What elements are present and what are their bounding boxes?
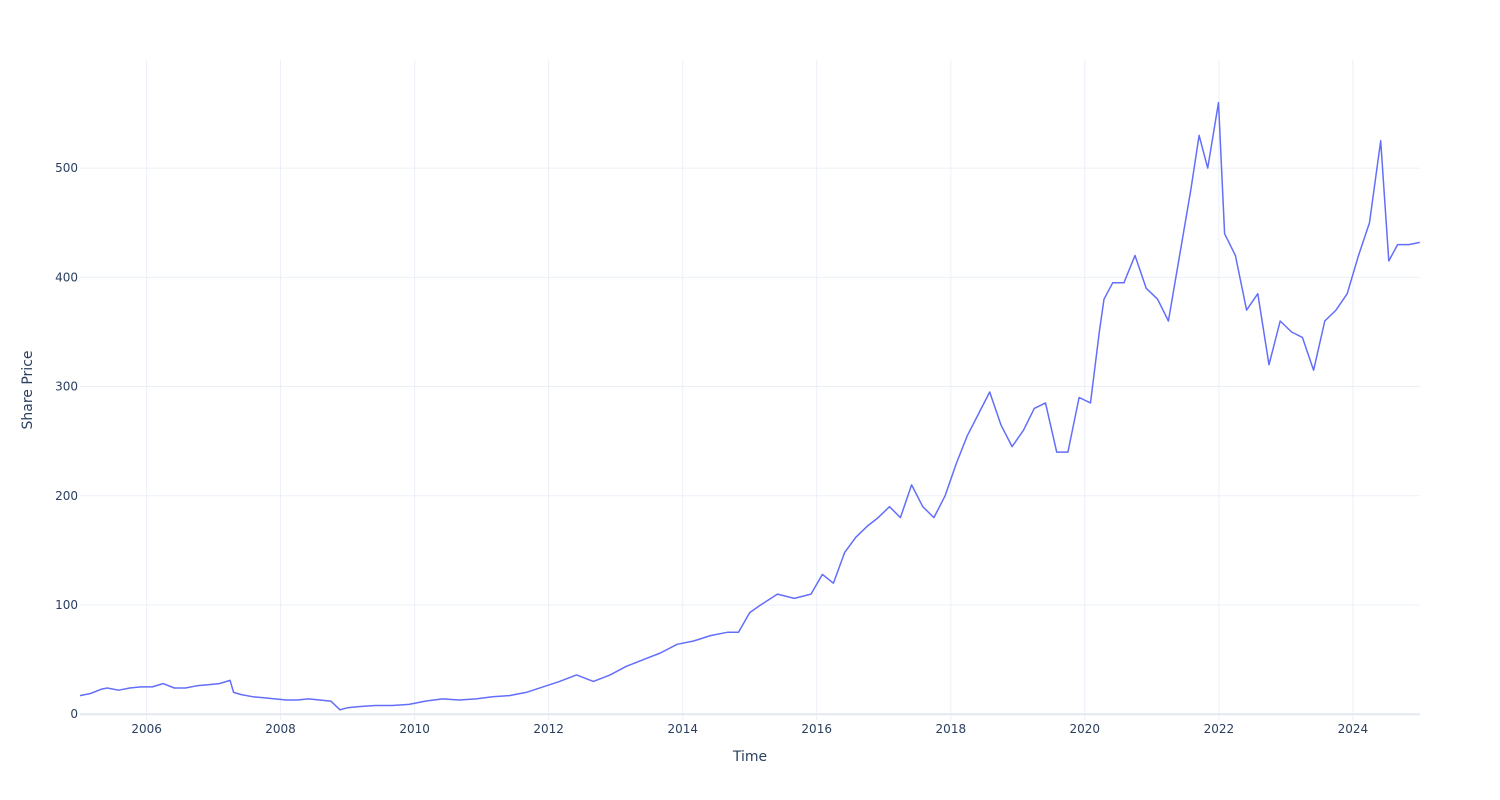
x-tick-label: 2014: [667, 722, 698, 736]
y-axis-title: Share Price: [20, 350, 36, 429]
x-tick-label: 2008: [265, 722, 296, 736]
y-tick-label: 200: [55, 489, 78, 503]
y-tick-labels: 0 100 200 300 400 500: [55, 161, 78, 721]
share-price-line: [79, 101, 1420, 711]
y-tick-label: 0: [70, 707, 78, 721]
y-gridlines: [80, 167, 1420, 716]
y-tick-label: 100: [55, 598, 78, 612]
plot-background: [80, 60, 1420, 720]
y-tick-label: 300: [55, 380, 78, 394]
x-tick-label: 2024: [1338, 722, 1369, 736]
x-tick-label: 2012: [533, 722, 564, 736]
x-gridlines: [146, 60, 1354, 720]
x-tick-label: 2022: [1204, 722, 1235, 736]
x-tick-label: 2020: [1069, 722, 1100, 736]
x-tick-label: 2006: [131, 722, 162, 736]
x-tick-label: 2016: [801, 722, 832, 736]
x-tick-label: 2010: [399, 722, 430, 736]
x-tick-labels: 2006 2008 2010 2012 2014 2016 2018 2020 2022 2024: [131, 722, 1368, 736]
y-tick-label: 400: [55, 270, 78, 284]
x-tick-label: 2018: [936, 722, 967, 736]
x-axis-title: Time: [732, 749, 767, 765]
y-tick-label: 500: [55, 161, 78, 175]
